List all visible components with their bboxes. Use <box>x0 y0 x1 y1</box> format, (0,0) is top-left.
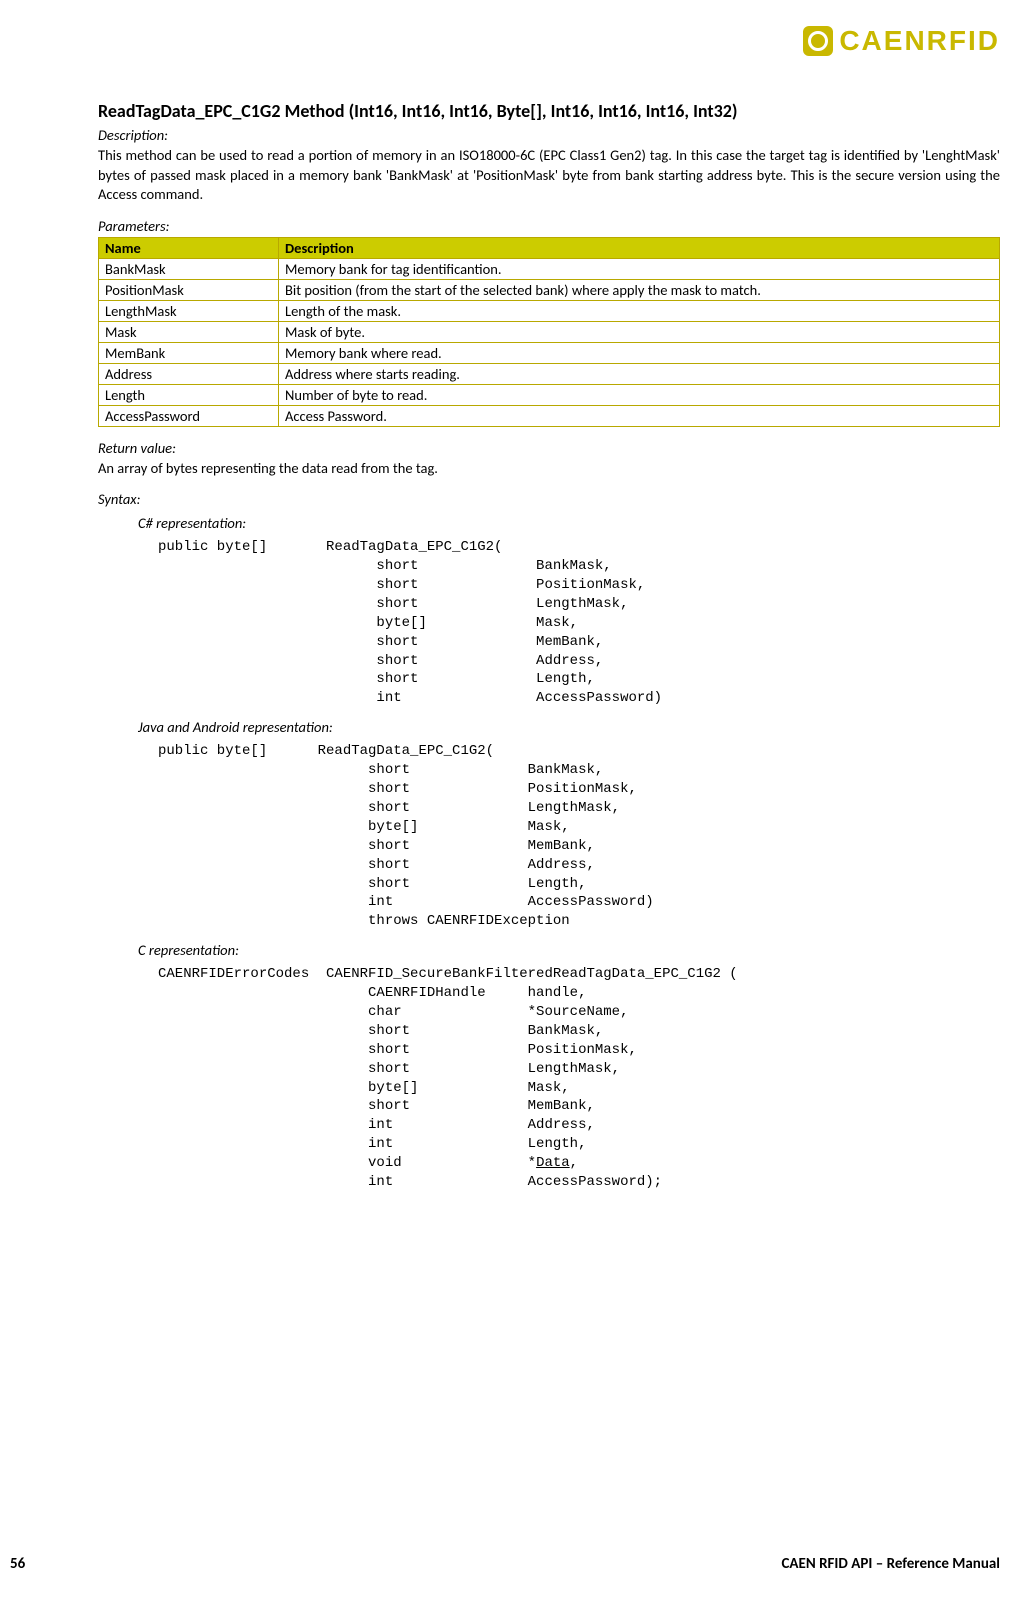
description-label: Description: <box>98 126 1000 144</box>
page-content: ReadTagData_EPC_C1G2 Method (Int16, Int1… <box>0 100 1010 1192</box>
table-row: MaskMask of byte. <box>99 321 1000 342</box>
parameters-label: Parameters: <box>98 217 1000 235</box>
java-code: public byte[] ReadTagData_EPC_C1G2( shor… <box>158 742 1000 931</box>
param-name: Length <box>99 384 279 405</box>
param-name: MemBank <box>99 342 279 363</box>
table-row: AccessPasswordAccess Password. <box>99 405 1000 426</box>
param-name: LengthMask <box>99 300 279 321</box>
brand-logo: CAENRFID <box>803 25 1000 57</box>
c-code-pre: CAENRFIDErrorCodes CAENRFID_SecureBankFi… <box>158 966 738 1171</box>
col-header-desc: Description <box>279 237 1000 258</box>
param-name: Address <box>99 363 279 384</box>
param-desc: Address where starts reading. <box>279 363 1000 384</box>
table-header-row: Name Description <box>99 237 1000 258</box>
parameters-table: Name Description BankMaskMemory bank for… <box>98 237 1000 427</box>
csharp-label: C# representation: <box>138 514 1000 532</box>
table-row: BankMaskMemory bank for tag identificant… <box>99 258 1000 279</box>
col-header-name: Name <box>99 237 279 258</box>
param-desc: Memory bank where read. <box>279 342 1000 363</box>
footer-page-number: 56 <box>10 1555 25 1573</box>
page-header: CAENRFID <box>0 25 1010 60</box>
brand-text: CAENRFID <box>839 25 1000 57</box>
param-desc: Mask of byte. <box>279 321 1000 342</box>
c-label: C representation: <box>138 941 1000 959</box>
param-name: AccessPassword <box>99 405 279 426</box>
description-text: This method can be used to read a portio… <box>98 146 1000 205</box>
table-row: LengthNumber of byte to read. <box>99 384 1000 405</box>
param-desc: Access Password. <box>279 405 1000 426</box>
syntax-label: Syntax: <box>98 490 1000 508</box>
return-text: An array of bytes representing the data … <box>98 459 1000 479</box>
method-title: ReadTagData_EPC_C1G2 Method (Int16, Int1… <box>98 100 1000 122</box>
brand-icon <box>803 26 833 56</box>
table-row: AddressAddress where starts reading. <box>99 363 1000 384</box>
table-row: LengthMaskLength of the mask. <box>99 300 1000 321</box>
param-name: BankMask <box>99 258 279 279</box>
param-desc: Memory bank for tag identificantion. <box>279 258 1000 279</box>
table-row: PositionMaskBit position (from the start… <box>99 279 1000 300</box>
java-label: Java and Android representation: <box>138 718 1000 736</box>
page-footer: 56 CAEN RFID API – Reference Manual <box>0 1555 1010 1573</box>
c-code-data: Data <box>536 1155 570 1171</box>
csharp-code: public byte[] ReadTagData_EPC_C1G2( shor… <box>158 538 1000 708</box>
param-name: PositionMask <box>99 279 279 300</box>
footer-manual-title: CAEN RFID API – Reference Manual <box>781 1555 1000 1573</box>
table-row: MemBankMemory bank where read. <box>99 342 1000 363</box>
param-name: Mask <box>99 321 279 342</box>
param-desc: Bit position (from the start of the sele… <box>279 279 1000 300</box>
return-label: Return value: <box>98 439 1000 457</box>
param-desc: Length of the mask. <box>279 300 1000 321</box>
param-desc: Number of byte to read. <box>279 384 1000 405</box>
c-code: CAENRFIDErrorCodes CAENRFID_SecureBankFi… <box>158 965 1000 1192</box>
